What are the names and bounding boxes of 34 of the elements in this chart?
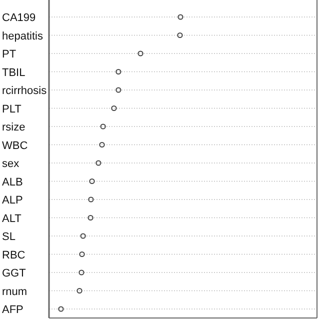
y-tick-label: ALT	[2, 212, 22, 225]
y-tick-label: rnum	[2, 286, 28, 298]
y-tick-label: PT	[2, 48, 16, 60]
point	[138, 50, 144, 56]
y-tick-label: ALB	[2, 176, 23, 188]
y-tick-label: rsize	[2, 122, 26, 134]
y-tick-label: RBC	[2, 249, 26, 262]
y-tick-label: rcirrhosis	[2, 85, 48, 97]
y-tick-label: GGT	[2, 268, 26, 280]
y-tick-label: AFP	[2, 304, 24, 316]
y-tick-label: WBC	[2, 140, 28, 152]
point	[111, 105, 117, 112]
y-tick-label: ALP	[2, 194, 23, 206]
y-tick-label: sex	[2, 158, 20, 170]
point	[99, 142, 105, 148]
point	[178, 14, 184, 20]
y-tick-label: SL	[2, 231, 16, 243]
point	[116, 68, 122, 75]
y-tick-label: CA199	[2, 12, 36, 24]
point	[96, 160, 102, 166]
point	[79, 251, 85, 258]
point	[76, 288, 82, 294]
point	[89, 178, 95, 184]
y-tick-label: TBIL	[2, 66, 26, 79]
y-tick-label: PLT	[2, 103, 22, 116]
point	[78, 270, 84, 276]
point	[116, 87, 122, 93]
point	[80, 233, 86, 239]
point	[177, 32, 183, 38]
point	[100, 124, 106, 130]
point	[88, 196, 94, 202]
point	[88, 214, 94, 221]
point	[58, 306, 64, 312]
y-tick-label: hepatitis	[2, 30, 44, 42]
